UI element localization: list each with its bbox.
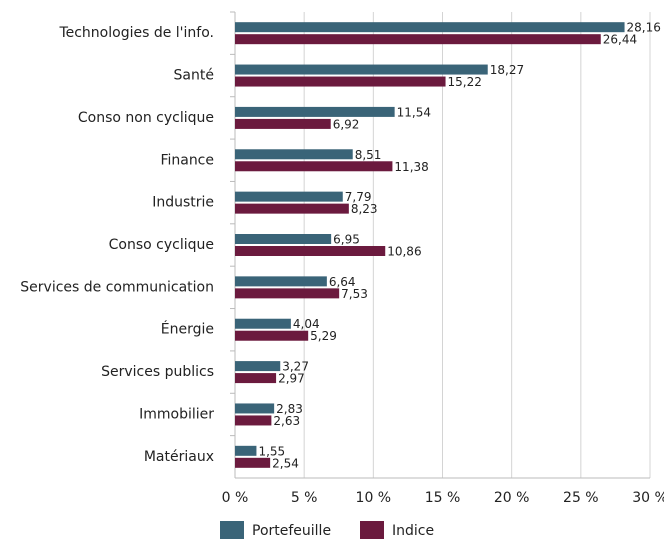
legend-swatch bbox=[220, 521, 244, 539]
value-label: 2,97 bbox=[278, 372, 305, 386]
x-tick-label: 20 % bbox=[494, 490, 530, 506]
value-label: 28,16 bbox=[627, 21, 661, 35]
bar bbox=[235, 445, 257, 456]
value-label: 10,86 bbox=[387, 245, 421, 259]
y-tick-label: Technologies de l'info. bbox=[58, 25, 214, 41]
bar bbox=[235, 76, 446, 87]
bar bbox=[235, 118, 331, 129]
bar bbox=[235, 457, 271, 468]
bar bbox=[235, 234, 332, 244]
value-label: 6,64 bbox=[329, 275, 356, 289]
value-label: 3,27 bbox=[282, 360, 309, 374]
bar bbox=[235, 203, 349, 214]
x-tick-label: 10 % bbox=[356, 490, 392, 506]
x-tick-label: 15 % bbox=[425, 490, 461, 506]
bar bbox=[235, 373, 277, 384]
legend-label: Portefeuille bbox=[252, 523, 331, 539]
value-label: 2,83 bbox=[276, 402, 303, 416]
value-label: 6,92 bbox=[333, 117, 360, 131]
y-tick-label: Matériaux bbox=[144, 449, 214, 465]
value-label: 11,54 bbox=[397, 105, 431, 119]
bar bbox=[235, 106, 395, 117]
x-tick-label: 25 % bbox=[563, 490, 599, 506]
value-label: 18,27 bbox=[490, 63, 524, 77]
bar bbox=[235, 361, 281, 372]
value-label: 15,22 bbox=[448, 75, 482, 89]
value-label: 26,44 bbox=[603, 33, 637, 47]
y-tick-label: Services publics bbox=[101, 364, 214, 380]
value-label: 5,29 bbox=[310, 329, 337, 343]
bar bbox=[235, 149, 353, 160]
legend-label: Indice bbox=[392, 523, 434, 539]
value-label: 2,54 bbox=[272, 456, 299, 470]
y-tick-label: Finance bbox=[160, 152, 214, 168]
bar bbox=[235, 161, 393, 172]
y-tick-label: Services de communication bbox=[20, 279, 214, 295]
y-tick-label: Conso non cyclique bbox=[78, 110, 214, 126]
x-tick-label: 30 % bbox=[632, 490, 664, 506]
bar bbox=[235, 246, 386, 256]
value-label: 8,23 bbox=[351, 202, 378, 216]
bar bbox=[235, 288, 340, 299]
value-label: 1,55 bbox=[258, 444, 285, 458]
x-tick-label: 0 % bbox=[222, 490, 249, 506]
legend-swatch bbox=[360, 521, 384, 539]
x-tick-label: 5 % bbox=[291, 490, 318, 506]
value-label: 7,79 bbox=[345, 190, 372, 204]
y-tick-label: Immobilier bbox=[139, 406, 214, 422]
bar bbox=[235, 191, 343, 202]
bar bbox=[235, 34, 601, 45]
bar bbox=[235, 22, 625, 33]
y-tick-label: Énergie bbox=[161, 321, 214, 338]
y-tick-label: Santé bbox=[174, 68, 214, 84]
value-label: 11,38 bbox=[394, 160, 428, 174]
bar bbox=[235, 330, 309, 341]
value-label: 4,04 bbox=[293, 317, 320, 331]
bar bbox=[235, 64, 488, 75]
y-tick-label: Industrie bbox=[152, 195, 214, 211]
value-label: 2,63 bbox=[273, 414, 300, 428]
y-tick-label: Conso cyclique bbox=[109, 237, 214, 253]
bar bbox=[235, 318, 291, 329]
value-label: 8,51 bbox=[355, 148, 382, 162]
value-label: 7,53 bbox=[341, 287, 368, 301]
value-label: 6,95 bbox=[333, 233, 360, 247]
bar bbox=[235, 276, 327, 287]
bar bbox=[235, 403, 275, 414]
bar bbox=[235, 415, 272, 426]
